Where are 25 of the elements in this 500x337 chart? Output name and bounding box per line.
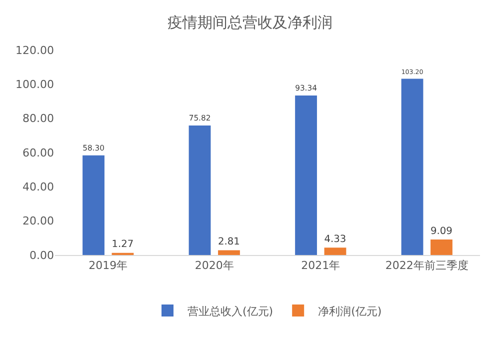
bar [430, 239, 452, 255]
bar [401, 78, 424, 255]
bar [218, 250, 240, 255]
legend-label: 净利润(亿元) [318, 304, 382, 318]
text: 4.33 [324, 234, 346, 245]
x-tick-label: 2022年前三季度 [385, 259, 468, 272]
text: 9.09 [430, 226, 452, 237]
text: 1.27 [112, 239, 134, 250]
y-tick-label: 80.00 [22, 112, 54, 126]
text: 2.81 [218, 236, 240, 248]
legend-label: 营业总收入(亿元) [188, 304, 274, 318]
y-tick-label: 40.00 [22, 180, 54, 194]
chart-title: 疫情期间总营收及净利润 [168, 13, 332, 32]
x-tick-label: 2021年 [301, 259, 340, 272]
bar [188, 125, 211, 255]
bar [82, 155, 104, 255]
y-tick-label: 120.00 [16, 44, 54, 57]
y-tick-label: 60.00 [22, 146, 54, 160]
y-tick-label: 0.00 [30, 248, 54, 262]
y-tick-label: 20.00 [22, 214, 54, 228]
x-tick-label: 2020年 [194, 259, 234, 272]
y-tick-label: 100.00 [16, 78, 54, 92]
bar [295, 96, 317, 255]
bar [324, 248, 346, 255]
x-tick-label: 2019年 [88, 259, 128, 272]
